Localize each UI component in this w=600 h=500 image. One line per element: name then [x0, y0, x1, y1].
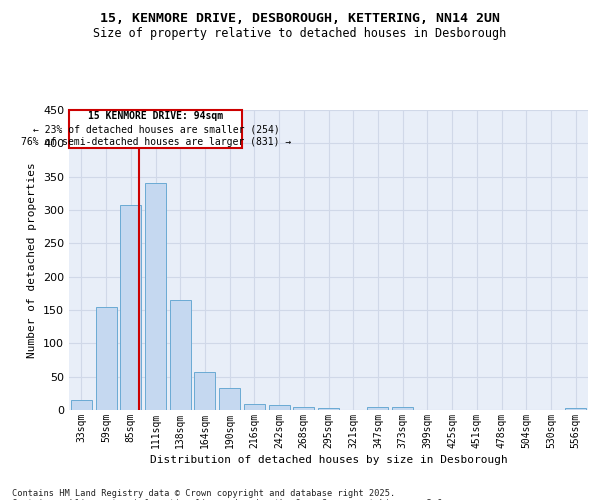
Bar	[565, 408, 586, 410]
Text: Contains public sector information licensed under the Open Government Licence v3: Contains public sector information licen…	[12, 498, 448, 500]
Bar	[293, 406, 314, 410]
Bar	[170, 300, 191, 410]
Bar	[194, 372, 215, 410]
Y-axis label: Number of detached properties: Number of detached properties	[28, 162, 37, 358]
Bar	[71, 400, 92, 410]
Text: Contains HM Land Registry data © Crown copyright and database right 2025.: Contains HM Land Registry data © Crown c…	[12, 488, 395, 498]
Bar	[367, 406, 388, 410]
Text: 15 KENMORE DRIVE: 94sqm: 15 KENMORE DRIVE: 94sqm	[88, 112, 224, 122]
Bar	[95, 306, 116, 410]
Text: 15, KENMORE DRIVE, DESBOROUGH, KETTERING, NN14 2UN: 15, KENMORE DRIVE, DESBOROUGH, KETTERING…	[100, 12, 500, 26]
Bar	[392, 406, 413, 410]
Bar	[120, 204, 141, 410]
Bar	[244, 404, 265, 410]
Text: ← 23% of detached houses are smaller (254): ← 23% of detached houses are smaller (25…	[32, 124, 280, 134]
Bar	[269, 406, 290, 410]
Bar	[318, 408, 339, 410]
FancyBboxPatch shape	[70, 110, 242, 148]
Bar	[219, 388, 240, 410]
Bar	[145, 184, 166, 410]
X-axis label: Distribution of detached houses by size in Desborough: Distribution of detached houses by size …	[149, 455, 508, 465]
Text: Size of property relative to detached houses in Desborough: Size of property relative to detached ho…	[94, 28, 506, 40]
Text: 76% of semi-detached houses are larger (831) →: 76% of semi-detached houses are larger (…	[21, 136, 291, 146]
